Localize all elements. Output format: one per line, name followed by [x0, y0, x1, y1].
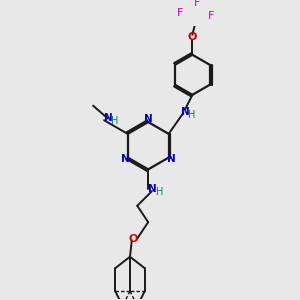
Text: N: N [148, 184, 157, 194]
Text: N: N [167, 154, 176, 164]
Text: O: O [188, 32, 197, 42]
Text: N: N [181, 107, 190, 117]
Text: O: O [128, 233, 137, 244]
Text: F: F [208, 11, 215, 21]
Text: F: F [194, 0, 200, 8]
Text: H: H [188, 110, 195, 120]
Text: N: N [121, 154, 129, 164]
Text: N: N [104, 113, 113, 123]
Text: H: H [111, 116, 119, 126]
Text: F: F [176, 8, 183, 18]
Text: H: H [156, 187, 164, 197]
Text: N: N [144, 114, 153, 124]
